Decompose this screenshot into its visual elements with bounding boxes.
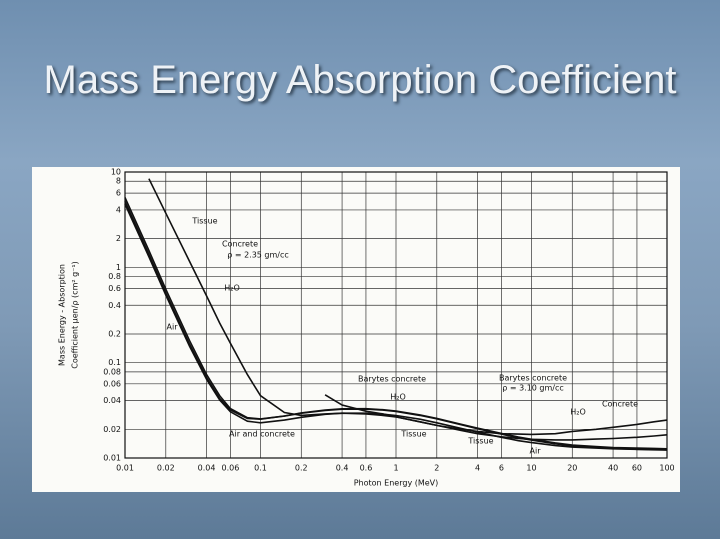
annotation: Air (530, 447, 542, 456)
x-tick-label: 1 (393, 464, 398, 473)
x-tick-label: 10 (526, 464, 536, 473)
x-tick-label: 0.04 (198, 464, 216, 473)
annotation: Air and concrete (229, 430, 295, 439)
y-tick-label: 0.6 (108, 284, 121, 293)
series-line (124, 200, 668, 450)
series-label: Tissue (191, 217, 217, 226)
annotation: Tissue (467, 437, 493, 446)
series-label: Concrete (222, 240, 258, 249)
series-label: H₂O (224, 284, 240, 293)
y-tick-label: 0.06 (103, 379, 121, 388)
series-label: Barytes concrete (358, 375, 426, 384)
x-tick-label: 20 (567, 464, 577, 473)
x-tick-label: 60 (632, 464, 642, 473)
series-line (324, 394, 668, 436)
y-tick-label: 0.08 (103, 367, 121, 376)
annotation: H₂O (390, 393, 406, 402)
x-tick-label: 0.1 (254, 464, 267, 473)
y-tick-label: 8 (116, 177, 121, 186)
x-tick-label: 0.02 (157, 464, 175, 473)
y-tick-label: 0.01 (103, 454, 121, 463)
annotation: H₂O (570, 408, 586, 417)
y-tick-label: 0.04 (103, 396, 121, 405)
x-tick-label: 6 (499, 464, 504, 473)
y-tick-label: 0.1 (108, 358, 121, 367)
y-tick-label: 1 (116, 263, 121, 272)
y-tick-label: 10 (111, 168, 121, 177)
annotation: ρ = 2.35 gm/cc (227, 251, 289, 260)
x-tick-label: 0.01 (116, 464, 134, 473)
plot-frame (124, 171, 668, 459)
series-label: Air (167, 323, 179, 332)
y-tick-label: 4 (116, 205, 121, 214)
y-tick-label: 0.2 (108, 329, 121, 338)
x-axis-label: Photon Energy (MeV) (354, 479, 439, 488)
x-tick-label: 0.6 (360, 464, 373, 473)
y-tick-label: 0.4 (108, 301, 121, 310)
x-tick-label: 0.06 (222, 464, 240, 473)
slide-title: Mass Energy Absorption Coefficient (43, 58, 677, 102)
annotation: Tissue (400, 430, 426, 439)
y-tick-label: 2 (116, 234, 121, 243)
y-axis-label: Mass Energy - Absorption (58, 264, 67, 366)
y-tick-label: 6 (116, 189, 121, 198)
y-axis-label: Coefficient μen/ρ (cm² g⁻¹) (71, 261, 80, 369)
chart-background (32, 167, 680, 492)
x-tick-label: 2 (434, 464, 439, 473)
x-tick-label: 0.4 (336, 464, 349, 473)
y-tick-label: 0.02 (103, 425, 121, 434)
annotation: Barytes concrete (499, 374, 567, 383)
y-tick-label: 0.8 (108, 272, 121, 281)
annotation: Concrete (602, 400, 638, 409)
x-tick-label: 4 (475, 464, 480, 473)
x-tick-label: 40 (608, 464, 618, 473)
x-tick-label: 100 (659, 464, 674, 473)
x-tick-label: 0.2 (295, 464, 308, 473)
annotation: ρ = 3.10 gm/cc (502, 384, 564, 393)
